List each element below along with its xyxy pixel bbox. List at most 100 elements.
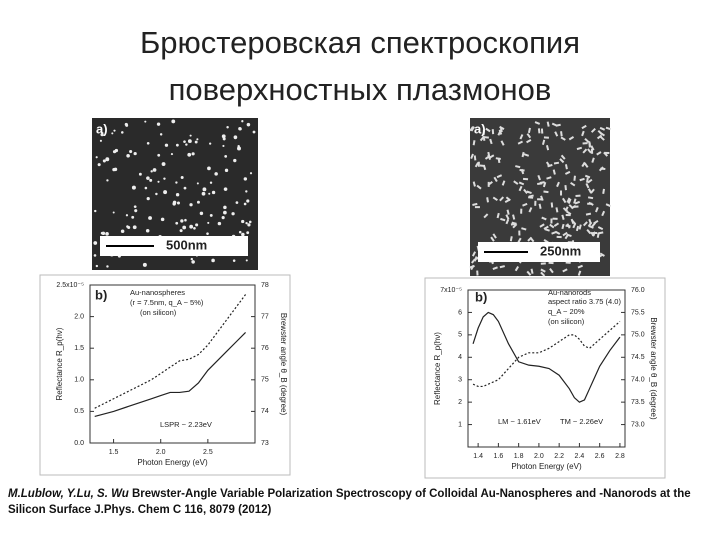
- data-line: [472, 311, 621, 403]
- particle: [553, 161, 560, 165]
- y-tick-label: 2.0: [74, 313, 84, 320]
- particle: [561, 223, 565, 230]
- y-tick-label: 2: [458, 399, 462, 406]
- y2-axis-label: Brewster angle θ_B (degree): [649, 317, 658, 420]
- particle: [161, 162, 166, 166]
- y-tick-label: 0.5: [74, 408, 84, 415]
- particle: [496, 212, 500, 219]
- particle: [587, 196, 594, 200]
- particle: [590, 127, 596, 133]
- particle: [539, 223, 545, 228]
- data-line: [472, 320, 621, 388]
- particle: [496, 174, 503, 179]
- particle: [538, 203, 542, 209]
- particle: [543, 225, 549, 230]
- particle: [597, 129, 603, 135]
- particle: [553, 222, 560, 227]
- particle: [476, 270, 479, 276]
- particle: [152, 168, 157, 172]
- particle: [517, 237, 522, 244]
- particle: [582, 221, 588, 227]
- particle: [217, 221, 222, 226]
- x-tick-label: 2.0: [534, 453, 544, 460]
- particle: [209, 213, 213, 217]
- particle: [577, 264, 583, 269]
- particle: [93, 254, 97, 257]
- particle: [491, 129, 495, 135]
- particle: [554, 230, 561, 235]
- particle: [132, 225, 137, 230]
- particle: [546, 121, 550, 127]
- particle: [245, 190, 248, 193]
- particle: [590, 231, 596, 237]
- particle: [180, 219, 184, 223]
- particle: [519, 134, 524, 140]
- y2-tick-label: 74.5: [631, 354, 645, 361]
- particle: [602, 188, 605, 195]
- particle: [170, 153, 174, 156]
- particle: [586, 228, 592, 235]
- particle: [112, 211, 115, 214]
- particle: [562, 231, 568, 237]
- particle: [579, 177, 585, 182]
- particle: [249, 172, 253, 175]
- particle: [572, 222, 577, 229]
- particle: [241, 219, 245, 224]
- particle: [582, 142, 588, 145]
- particle: [490, 236, 495, 242]
- particle: [207, 166, 211, 171]
- particle: [495, 157, 501, 160]
- particle: [574, 200, 581, 205]
- particle: [599, 135, 605, 141]
- particle: [134, 209, 138, 213]
- particle: [485, 127, 491, 133]
- particle: [581, 161, 586, 168]
- particle: [187, 139, 192, 144]
- particle: [191, 152, 195, 156]
- particle: [527, 127, 531, 134]
- particle: [237, 145, 240, 148]
- particle: [196, 182, 199, 185]
- particle: [224, 154, 228, 158]
- particle: [106, 265, 109, 268]
- particle: [483, 213, 489, 219]
- particle: [472, 140, 476, 146]
- particle: [102, 159, 106, 163]
- particle: [565, 261, 571, 264]
- particle: [221, 134, 226, 139]
- panel-label: b): [475, 289, 487, 304]
- particle: [543, 136, 549, 139]
- particle: [534, 121, 541, 125]
- particle: [159, 133, 163, 136]
- particle: [171, 119, 176, 124]
- particle: [232, 259, 236, 262]
- particle: [149, 178, 153, 182]
- particle: [120, 229, 125, 234]
- particle: [585, 183, 590, 189]
- particle: [500, 217, 506, 222]
- particle: [566, 233, 572, 238]
- particle: [252, 130, 256, 134]
- particle: [566, 210, 572, 216]
- particle: [191, 260, 195, 264]
- particle: [543, 190, 549, 194]
- particle: [97, 163, 101, 167]
- particle: [179, 229, 183, 233]
- y-tick-label: 4: [458, 354, 462, 361]
- particle: [562, 197, 567, 204]
- particle: [243, 177, 248, 181]
- particle: [163, 190, 168, 195]
- particle: [487, 181, 490, 187]
- particle: [93, 241, 98, 245]
- annotation: Au-nanorods: [548, 288, 591, 297]
- particle: [537, 198, 543, 201]
- particle: [144, 186, 148, 190]
- x-tick-label: 1.8: [514, 453, 524, 460]
- x-tick-label: 1.5: [109, 449, 119, 456]
- particle: [498, 129, 503, 135]
- particle: [243, 202, 247, 206]
- particle: [206, 232, 209, 235]
- y-tick-label: 5: [458, 332, 462, 339]
